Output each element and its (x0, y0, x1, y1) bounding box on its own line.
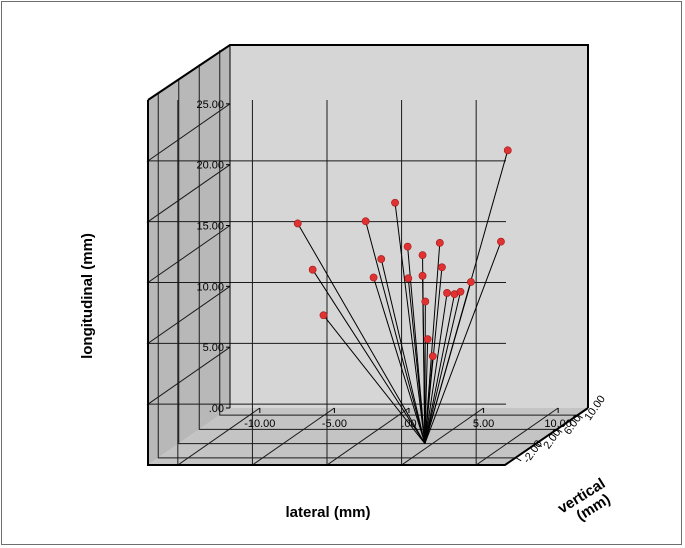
data-point (435, 238, 444, 247)
spoke-line (394, 202, 426, 444)
spoke-line (297, 223, 426, 444)
y-axis-label: longitudinal (mm) (79, 233, 96, 359)
data-point (423, 335, 432, 344)
gridline-z (219, 50, 578, 416)
x-tick-label: 10.00 (544, 418, 572, 430)
spoke-lines (297, 150, 509, 444)
back-wall (230, 45, 588, 408)
spoke-line (373, 277, 426, 444)
spoke-line (323, 314, 426, 444)
data-point (418, 251, 427, 260)
gridline-z (178, 78, 537, 445)
gridline-z (157, 92, 517, 459)
x-tick-label: 5.00 (473, 418, 494, 430)
y-tick-label: 15.00 (196, 221, 224, 233)
data-point (467, 278, 475, 286)
data-points (293, 146, 512, 361)
spoke-line (365, 221, 426, 444)
x-axis-label: lateral (mm) (285, 504, 370, 521)
data-point (418, 271, 427, 280)
spoke-line (407, 278, 426, 444)
y-tick-label: 10.00 (196, 281, 224, 293)
y-tick-label: 20.00 (196, 160, 224, 172)
x-tick-label: -5.00 (322, 418, 347, 430)
spoke-line (424, 242, 441, 444)
z-tick-mark (515, 457, 522, 462)
z-tick-mark (556, 428, 563, 433)
spoke-line (424, 150, 509, 444)
x-tick-label: -10.00 (244, 418, 275, 430)
x-tick-label: .00 (401, 418, 416, 430)
box-front-edges (147, 100, 589, 466)
data-point (497, 237, 505, 246)
spoke-line (380, 258, 426, 444)
data-point (404, 274, 413, 283)
spoke-line (424, 339, 429, 444)
tick-labels: -10.00 -5.00 .00 5.00 10.00 .00 5.00 10.00 15.00… (196, 99, 608, 466)
spoke-line (424, 294, 456, 444)
data-point (319, 311, 328, 320)
data-point (421, 297, 430, 306)
data-point (403, 242, 412, 251)
data-point (443, 289, 451, 297)
y-tick-label: 25.00 (196, 99, 224, 111)
data-point (369, 273, 378, 282)
box-top-edges (147, 44, 589, 408)
data-point (377, 255, 386, 263)
data-point (503, 146, 512, 155)
data-point (428, 352, 437, 361)
data-point (293, 219, 302, 228)
spoke-line (424, 292, 448, 444)
left-wall (148, 45, 230, 465)
spoke-line (424, 291, 461, 444)
gridline-z (198, 64, 558, 430)
back-walls (148, 45, 588, 465)
y-tick-label: 5.00 (203, 342, 224, 354)
data-point (361, 217, 370, 226)
z-tick-mark (577, 414, 584, 419)
data-point (438, 263, 446, 272)
y-tick-label: .00 (209, 403, 224, 415)
z-tick-mark (536, 443, 543, 448)
spoke-line (424, 241, 502, 444)
data-point (456, 287, 465, 296)
data-point (391, 198, 399, 207)
spoke-line (312, 269, 426, 444)
data-point (308, 265, 317, 274)
z-axis-label-group: vertical (mm) (555, 475, 614, 525)
